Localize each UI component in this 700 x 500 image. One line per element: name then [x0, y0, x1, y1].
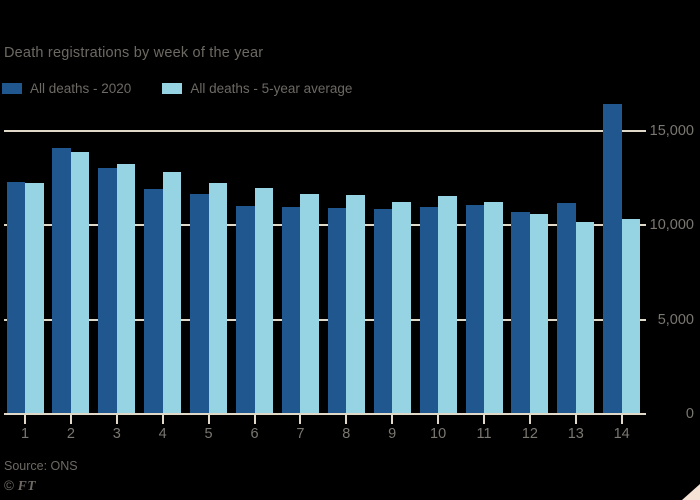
bar-2020-week-5 — [190, 193, 209, 413]
y-axis-label-10000: 10,000 — [649, 217, 694, 234]
x-axis-label-14: 14 — [613, 426, 630, 442]
bar-2020-week-11 — [465, 205, 484, 413]
ft-corner-triangle-icon — [682, 484, 700, 500]
x-axis-tick-9 — [391, 415, 394, 424]
x-axis-tick-2 — [69, 415, 72, 424]
legend-label-2020: All deaths - 2020 — [30, 81, 132, 96]
x-axis-label-13: 13 — [567, 426, 584, 442]
x-axis-tick-6 — [253, 415, 256, 424]
x-axis-label-1: 1 — [20, 426, 30, 442]
bar-2020-week-8 — [327, 208, 347, 413]
x-axis-label-5: 5 — [204, 426, 213, 442]
bar-2020-week-6 — [236, 205, 255, 413]
x-axis-label-3: 3 — [112, 426, 121, 442]
x-axis-label-9: 9 — [388, 426, 397, 442]
gridline-15000 — [4, 130, 646, 132]
x-axis-tick-1 — [24, 415, 26, 424]
gridline-10000 — [4, 224, 646, 227]
bar-2020-week-9 — [373, 208, 393, 413]
bar-2020-week-4 — [144, 189, 163, 413]
bar-5yr-avg-week-2 — [70, 152, 90, 413]
x-axis-label-7: 7 — [296, 426, 305, 442]
bar-5yr-avg-week-6 — [254, 188, 273, 413]
x-axis-label-10: 10 — [430, 426, 447, 442]
x-axis-tick-8 — [345, 415, 348, 424]
legend-swatch-5yr-average — [162, 83, 183, 94]
bar-5yr-avg-week-7 — [300, 193, 319, 413]
y-axis-label-15000: 15,000 — [649, 123, 694, 139]
bar-5yr-avg-week-10 — [438, 196, 457, 413]
x-axis-tick-13 — [574, 415, 577, 424]
x-axis-tick-10 — [437, 415, 440, 424]
bar-5yr-avg-week-9 — [392, 202, 411, 413]
bar-2020-week-7 — [281, 206, 301, 413]
gridline-0 — [4, 413, 646, 415]
bar-2020-week-2 — [52, 147, 71, 413]
copyright-symbol: © — [4, 478, 14, 493]
bar-5yr-avg-week-11 — [484, 201, 503, 413]
legend-item-5yr-average: All deaths - 5-year average — [162, 81, 352, 96]
x-axis-label-8: 8 — [342, 426, 351, 442]
gridline-5000 — [4, 318, 646, 321]
x-axis-tick-11 — [483, 415, 485, 424]
bar-5yr-avg-week-14 — [621, 218, 641, 413]
chart-title: Death registrations by week of the year — [4, 45, 264, 61]
bar-5yr-avg-week-13 — [575, 221, 595, 413]
copyright-mark: © FT — [4, 478, 36, 494]
legend-swatch-2020 — [2, 83, 22, 94]
x-axis-label-2: 2 — [66, 426, 75, 442]
x-axis-tick-4 — [161, 415, 164, 424]
x-axis-tick-5 — [207, 415, 210, 424]
bar-2020-week-3 — [98, 167, 117, 413]
y-axis-label-5000: 5,000 — [657, 311, 694, 328]
x-axis-tick-12 — [528, 415, 531, 424]
bar-5yr-avg-week-3 — [116, 163, 136, 413]
source-note: Source: ONS — [4, 459, 78, 473]
ft-logo-text: FT — [17, 478, 36, 493]
bar-2020-week-1 — [6, 181, 25, 413]
bar-5yr-avg-week-5 — [208, 182, 228, 413]
bar-2020-week-12 — [511, 212, 530, 413]
bar-2020-week-13 — [557, 202, 576, 413]
x-axis-label-4: 4 — [158, 426, 167, 442]
bar-5yr-avg-week-8 — [346, 195, 365, 413]
x-axis-label-12: 12 — [521, 426, 538, 442]
bar-2020-week-10 — [419, 207, 439, 413]
x-axis-tick-7 — [299, 415, 302, 424]
x-axis-tick-14 — [620, 415, 623, 424]
y-axis-label-0: 0 — [685, 406, 694, 422]
bar-2020-week-14 — [603, 103, 622, 413]
legend-label-5yr-average: All deaths - 5-year average — [190, 81, 353, 96]
legend-item-2020: All deaths - 2020 — [2, 81, 131, 96]
bar-5yr-avg-week-12 — [529, 213, 549, 413]
bar-5yr-avg-week-4 — [162, 172, 182, 413]
x-axis-label-11: 11 — [476, 426, 492, 442]
legend: All deaths - 2020 All deaths - 5-year av… — [2, 81, 352, 96]
x-axis-tick-3 — [115, 415, 118, 424]
bar-5yr-avg-week-1 — [25, 183, 44, 413]
x-axis-label-6: 6 — [250, 426, 259, 442]
